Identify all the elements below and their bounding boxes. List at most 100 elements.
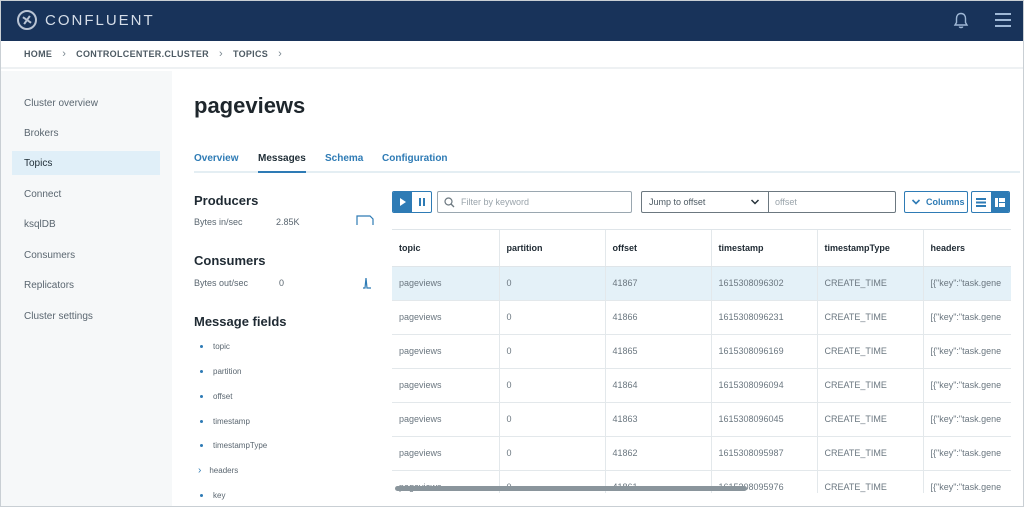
table-cell-topic: pageviews [392, 402, 500, 437]
play-icon [399, 198, 406, 206]
table-row[interactable]: pageviews 0 41863 1615308096045 CREATE_TIME[… [392, 402, 1011, 437]
table-cell-timestamptype: CREATE_TIME [817, 368, 924, 403]
field-label: key [213, 491, 226, 500]
sidebar-item-brokers[interactable]: Brokers [24, 127, 59, 139]
field-topic[interactable]: topic [200, 342, 230, 351]
table-cell-timestamptype: CREATE_TIME [817, 470, 924, 493]
column-header-topic[interactable]: topic [392, 230, 500, 267]
tab-configuration[interactable]: Configuration [382, 153, 448, 164]
chevron-down-icon [750, 199, 760, 205]
field-label: offset [213, 392, 233, 401]
table-row[interactable]: pageviews 0 41862 1615308095987 CREATE_TIME[… [392, 436, 1011, 471]
table-cell-timestamp: 1615308096231 [711, 300, 818, 335]
hamburger-menu-icon[interactable] [995, 13, 1011, 27]
offset-input[interactable] [775, 197, 895, 207]
bullet-icon [200, 444, 203, 447]
field-offset[interactable]: offset [200, 392, 232, 401]
messages-table-container[interactable]: topic partition offset timestamp timestampTy… [392, 229, 1011, 493]
table-cell-topic: pageviews [392, 300, 500, 335]
sidebar-item-connect[interactable]: Connect [24, 188, 62, 200]
column-header-headers[interactable]: headers [923, 230, 1011, 267]
producers-heading: Producers [194, 193, 259, 208]
breadcrumb-cluster[interactable]: CONTROLCENTER.CLUSTER [76, 49, 209, 59]
chevron-right-icon: › [278, 48, 283, 60]
brand-name: CONFLUENT [45, 11, 155, 29]
bullet-icon [200, 370, 203, 373]
table-cell-timestamp: 1615308096045 [711, 402, 818, 437]
table-row[interactable]: pageviews 0 41866 1615308096231 CREATE_TIME[… [392, 300, 1011, 335]
table-cell-headers: [{"key":"task.gene [923, 436, 1011, 471]
producers-metric-label: Bytes in/sec [194, 217, 243, 227]
tab-messages[interactable]: Messages [258, 153, 306, 173]
filter-search-box[interactable] [437, 191, 632, 213]
field-label: timestampType [213, 441, 268, 450]
table-row[interactable]: pageviews 0 41867 1615308096302 CREATE_TIME[… [392, 266, 1011, 301]
breadcrumb: HOME › CONTROLCENTER.CLUSTER › TOPICS › [1, 41, 1023, 69]
play-button[interactable] [393, 192, 412, 212]
table-row[interactable]: pageviews 0 41865 1615308096169 CREATE_TIME[… [392, 334, 1011, 369]
table-cell-offset: 41865 [605, 334, 712, 369]
field-headers[interactable]: › headers [198, 465, 238, 476]
table-cell-timestamp: 1615308096302 [711, 266, 818, 301]
bullet-icon [200, 345, 203, 348]
table-cell-timestamp: 1615308096094 [711, 368, 818, 403]
field-timestamptype[interactable]: timestampType [200, 441, 267, 450]
brand-logo[interactable]: CONFLUENT [17, 10, 155, 30]
table-cell-timestamptype: CREATE_TIME [817, 436, 924, 471]
tab-overview[interactable]: Overview [194, 153, 239, 164]
column-header-timestamptype[interactable]: timestampType [817, 230, 924, 267]
table-cell-offset: 41863 [605, 402, 712, 437]
search-icon [444, 196, 455, 207]
card-view-icon [994, 197, 1005, 207]
pause-button[interactable] [412, 192, 431, 212]
card-view-button[interactable] [990, 192, 1009, 212]
column-header-timestamp[interactable]: timestamp [711, 230, 818, 267]
chevron-right-icon[interactable]: › [198, 465, 202, 476]
column-header-offset[interactable]: offset [605, 230, 712, 267]
message-fields-heading: Message fields [194, 314, 287, 329]
field-key[interactable]: key [200, 491, 225, 500]
column-header-partition[interactable]: partition [499, 230, 606, 267]
consumers-heading: Consumers [194, 253, 266, 268]
table-cell-offset: 41867 [605, 266, 712, 301]
table-cell-timestamptype: CREATE_TIME [817, 266, 924, 301]
filter-keyword-input[interactable] [461, 197, 621, 207]
sidebar-item-topics[interactable]: Topics [12, 151, 160, 175]
table-cell-topic: pageviews [392, 334, 500, 369]
table-cell-timestamptype: CREATE_TIME [817, 402, 924, 437]
sidebar-item-ksqldb[interactable]: ksqlDB [24, 218, 56, 230]
producers-metric-value: 2.85K [276, 217, 300, 227]
breadcrumb-topics[interactable]: TOPICS [232, 49, 269, 59]
columns-button[interactable]: Columns [904, 191, 968, 213]
sidebar-item-cluster-settings[interactable]: Cluster settings [24, 310, 93, 322]
table-cell-partition: 0 [499, 402, 606, 437]
table-view-button[interactable] [972, 192, 991, 212]
producers-sparkline-icon [356, 215, 374, 225]
jump-to-select[interactable]: Jump to offset [641, 191, 769, 213]
table-row[interactable]: pageviews 0 41864 1615308096094 CREATE_TIME[… [392, 368, 1011, 403]
field-timestamp[interactable]: timestamp [200, 417, 250, 426]
horizontal-scrollbar[interactable] [395, 486, 747, 491]
table-cell-headers: [{"key":"task.gene [923, 300, 1011, 335]
tab-schema[interactable]: Schema [325, 153, 364, 164]
bullet-icon [200, 494, 203, 497]
table-cell-offset: 41862 [605, 436, 712, 471]
view-toggle [971, 191, 1010, 213]
sidebar-item-consumers[interactable]: Consumers [24, 249, 76, 261]
offset-field[interactable] [768, 191, 896, 213]
table-cell-partition: 0 [499, 436, 606, 471]
field-partition[interactable]: partition [200, 367, 241, 376]
columns-label: Columns [926, 197, 965, 207]
table-cell-partition: 0 [499, 368, 606, 403]
breadcrumb-home[interactable]: HOME [24, 49, 53, 59]
top-nav-bar: CONFLUENT [1, 1, 1023, 41]
topic-tabs: Overview Messages Schema Configuration [194, 151, 1020, 173]
table-cell-topic: pageviews [392, 368, 500, 403]
sidebar-item-cluster-overview[interactable]: Cluster overview [24, 97, 98, 109]
sidebar-item-replicators[interactable]: Replicators [24, 279, 75, 291]
jump-select-value: Jump to offset [649, 197, 706, 207]
table-cell-partition: 0 [499, 300, 606, 335]
table-cell-topic: pageviews [392, 436, 500, 471]
table-cell-headers: [{"key":"task.gene [923, 368, 1011, 403]
notification-bell-icon[interactable] [953, 12, 969, 30]
